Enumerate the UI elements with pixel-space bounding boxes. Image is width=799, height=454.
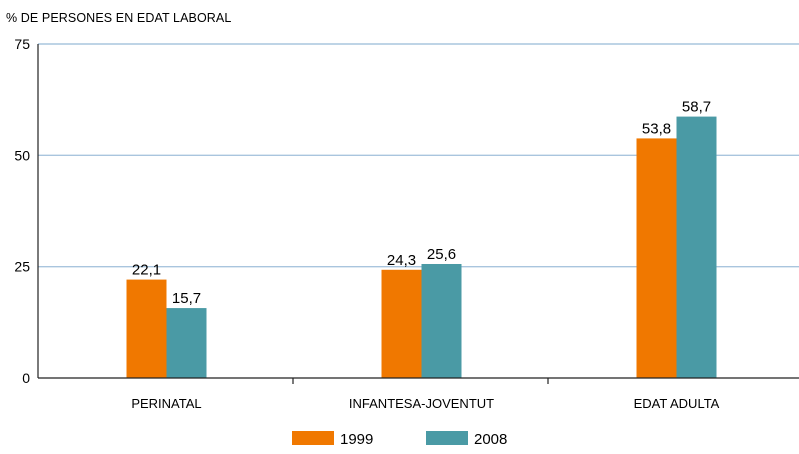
y-axis-ticks: 0 25 50 75 [14,36,30,386]
bar-2008-2 [676,116,717,379]
legend-label: 1999 [340,431,373,448]
axes [37,44,799,384]
x-category-label: EDAT ADULTA [634,396,720,411]
legend-swatch-2008 [426,431,468,445]
y-axis-label: % DE PERSONES EN EDAT LABORAL [6,11,231,25]
legend-label: 2008 [474,431,507,448]
category-labels: PERINATAL INFANTESA-JOVENTUT EDAT ADULTA [131,396,719,411]
data-label: 15,7 [172,290,201,307]
bars [126,116,717,379]
x-category-label: PERINATAL [131,396,201,411]
data-label: 53,8 [642,120,671,137]
bar-1999-1 [381,269,422,378]
legend: 1999 2008 [292,431,507,448]
data-label: 24,3 [387,252,416,269]
data-label: 58,7 [682,99,711,116]
y-tick-label: 25 [14,259,30,275]
data-label: 25,6 [427,246,456,263]
data-labels: 22,1 15,7 24,3 25,6 53,8 58,7 [132,99,711,307]
y-tick-label: 0 [22,370,30,386]
legend-swatch-1999 [292,431,334,445]
x-category-label: INFANTESA-JOVENTUT [349,396,494,411]
bar-2008-1 [421,263,462,378]
bar-2008-0 [166,308,207,378]
bar-1999-0 [126,279,167,378]
data-label: 22,1 [132,262,161,279]
y-tick-label: 75 [14,36,30,52]
y-tick-label: 50 [14,147,30,163]
bar-1999-2 [636,138,677,378]
